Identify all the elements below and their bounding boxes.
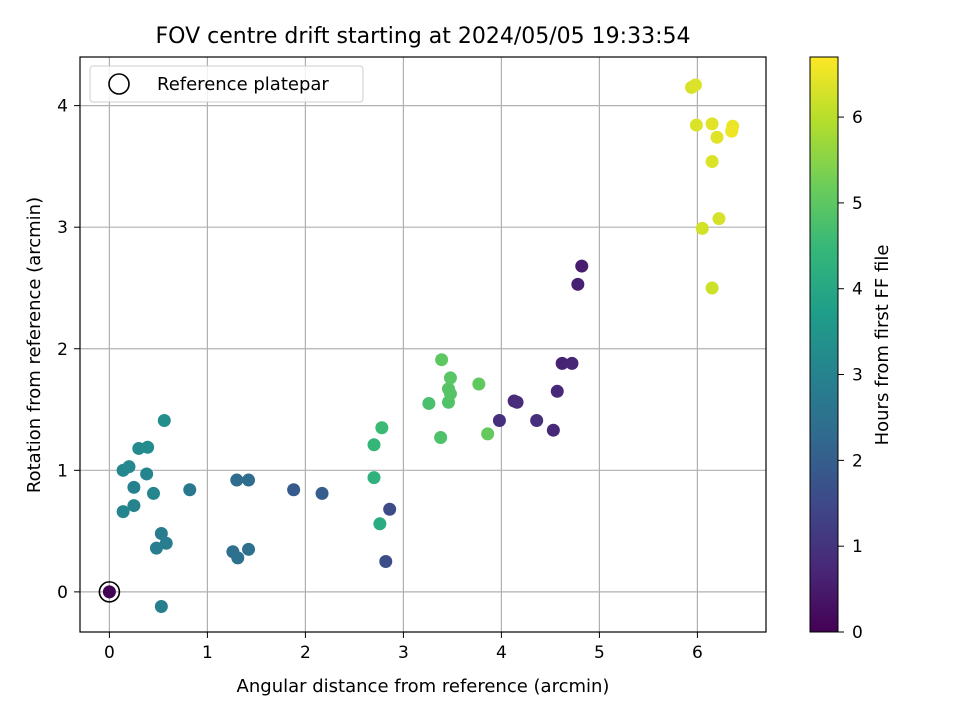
scatter-point — [530, 413, 544, 427]
scatter-point — [154, 599, 168, 613]
scatter-point — [116, 505, 130, 519]
scatter-point — [472, 377, 486, 391]
plot-frame — [79, 56, 767, 633]
x-tick-label: 3 — [398, 643, 409, 663]
scatter-point — [422, 396, 436, 410]
colorbar-tick-label: 3 — [852, 366, 863, 386]
scatter-point — [231, 551, 245, 565]
scatter-point — [443, 371, 457, 385]
scatter-point — [122, 460, 136, 474]
y-tick-label: 0 — [57, 583, 68, 603]
colorbar-tick-label: 4 — [852, 280, 863, 300]
scatter-point — [689, 118, 703, 132]
x-axis-label: Angular distance from reference (arcmin) — [237, 676, 610, 697]
chart-title: FOV centre drift starting at 2024/05/05 … — [156, 24, 691, 49]
scatter-point — [367, 471, 381, 485]
scatter-point — [383, 502, 397, 516]
scatter-point — [705, 155, 719, 169]
colorbar-tick-label: 2 — [852, 451, 863, 471]
scatter-point — [147, 486, 160, 500]
colorbar-gradient — [809, 56, 839, 633]
scatter-point — [688, 78, 702, 92]
x-tick-label: 6 — [692, 643, 703, 663]
colorbar-tick-label: 0 — [852, 623, 863, 643]
scatter-point — [725, 124, 739, 138]
scatter-point — [434, 430, 448, 444]
scatter-point — [443, 387, 457, 401]
y-tick-label: 1 — [57, 461, 68, 481]
scatter-point — [492, 413, 506, 427]
axis-ticks: 0 1 2 3 4 5 6 0 1 2 3 4 — [57, 97, 703, 663]
scatter-point — [550, 384, 564, 398]
scatter-point — [510, 395, 524, 409]
scatter-point — [287, 483, 301, 497]
x-tick-label: 1 — [202, 643, 213, 663]
colorbar-tick-label: 1 — [852, 537, 863, 557]
scatter-point — [373, 517, 387, 531]
scatter-point — [546, 423, 560, 437]
scatter-point — [127, 499, 141, 513]
colorbar-tick-label: 5 — [852, 194, 863, 214]
scatter-point — [242, 542, 256, 556]
colorbar: 0 1 2 3 4 5 6 Hours from first FF file — [809, 56, 893, 643]
x-tick-label: 0 — [104, 643, 115, 663]
data-points — [98, 78, 740, 613]
x-tick-label: 2 — [300, 643, 311, 663]
colorbar-label: Hours from first FF file — [872, 245, 893, 446]
scatter-point — [695, 221, 709, 235]
scatter-point — [230, 473, 244, 487]
scatter-point — [712, 212, 726, 226]
legend-box — [89, 65, 364, 103]
scatter-point — [242, 473, 256, 487]
reference-platepar-marker — [98, 581, 121, 603]
colorbar-tick-label: 6 — [852, 108, 863, 128]
legend-entry-label: Reference platepar — [157, 74, 329, 95]
scatter-point — [435, 353, 449, 367]
scatter-point — [571, 277, 585, 291]
scatter-point — [154, 527, 168, 541]
scatter-point — [481, 427, 495, 441]
scatter-point — [183, 483, 197, 497]
colorbar-ticks: 0 1 2 3 4 5 6 — [838, 108, 863, 643]
grid-lines — [80, 57, 766, 632]
y-tick-label: 2 — [57, 340, 68, 360]
scatter-point — [565, 356, 579, 370]
scatter-point — [575, 259, 589, 273]
legend: Reference platepar — [89, 65, 364, 103]
y-tick-label: 4 — [57, 97, 68, 117]
legend-marker-icon — [108, 73, 130, 95]
scatter-point — [127, 480, 141, 494]
y-tick-label: 3 — [57, 218, 68, 238]
scatter-point — [555, 356, 569, 370]
scatter-point — [157, 413, 171, 427]
scatter-point — [705, 117, 719, 131]
scatter-point — [102, 585, 116, 599]
scatter-point — [710, 130, 724, 144]
scatter-point — [705, 281, 719, 295]
x-tick-label: 4 — [496, 643, 507, 663]
scatter-point — [315, 486, 329, 500]
scatter-point — [141, 440, 155, 454]
scatter-point — [379, 554, 393, 568]
scatter-point — [140, 467, 154, 481]
y-axis-label: Rotation from reference (arcmin) — [24, 197, 45, 493]
scatter-point — [375, 421, 389, 435]
x-tick-label: 5 — [594, 643, 605, 663]
scatter-point — [159, 536, 173, 550]
scatter-point — [149, 541, 163, 555]
scatter-point — [367, 438, 381, 452]
